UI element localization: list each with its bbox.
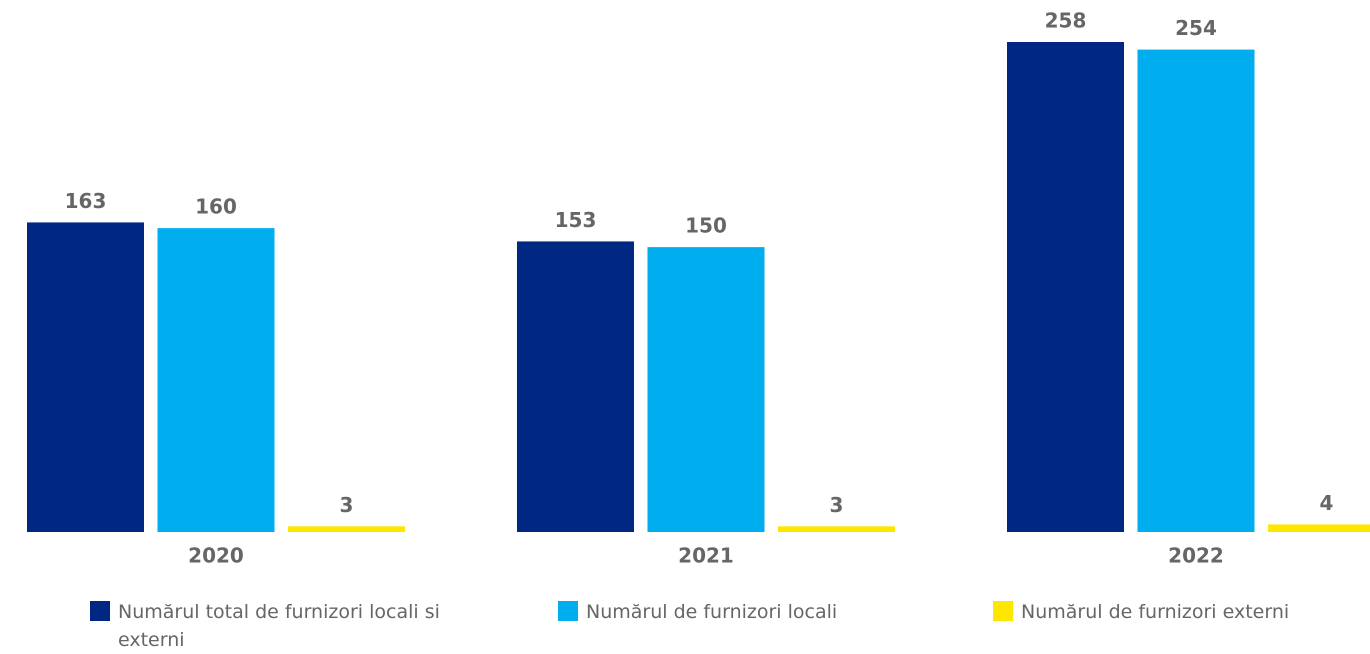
- bar: [1268, 524, 1370, 532]
- value-label: 4: [1320, 491, 1334, 515]
- legend-swatch: [558, 601, 578, 621]
- legend-swatch: [993, 601, 1013, 621]
- bar: [27, 222, 144, 532]
- value-label: 258: [1045, 9, 1087, 33]
- bar: [647, 247, 765, 532]
- bar: [517, 241, 634, 532]
- value-label: 3: [340, 493, 354, 517]
- legend-label: Numărul de furnizori locali: [586, 601, 838, 623]
- legend-item: Numărul de furnizori locali: [558, 598, 958, 626]
- bar: [1137, 49, 1255, 533]
- legend-label: Numărul de furnizori externi: [1021, 601, 1290, 623]
- bar: [157, 228, 275, 532]
- legend-label: Numărul total de furnizori locali si ext…: [118, 601, 440, 651]
- legend-item: Numărul total de furnizori locali si ext…: [90, 598, 450, 654]
- value-label: 150: [685, 214, 727, 238]
- value-label: 160: [195, 195, 237, 219]
- value-label: 153: [555, 208, 597, 232]
- bar: [778, 526, 895, 532]
- category-label: 2021: [678, 544, 734, 568]
- legend-item: Numărul de furnizori externi: [993, 598, 1363, 626]
- category-label: 2020: [188, 544, 244, 568]
- value-label: 3: [830, 493, 844, 517]
- value-label: 254: [1175, 16, 1217, 40]
- value-label: 163: [65, 189, 107, 213]
- bar: [1007, 42, 1124, 532]
- bar: [288, 526, 405, 532]
- legend-swatch: [90, 601, 110, 621]
- category-label: 2022: [1168, 544, 1224, 568]
